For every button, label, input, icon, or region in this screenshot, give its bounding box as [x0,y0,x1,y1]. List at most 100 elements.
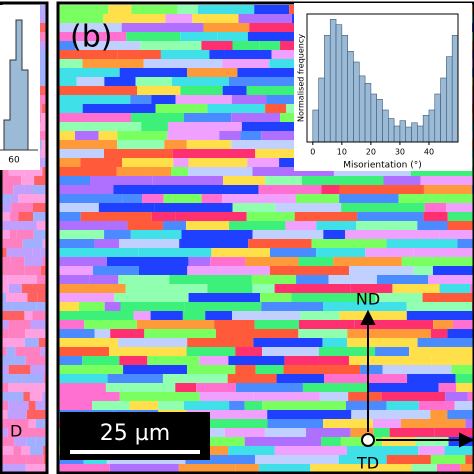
grain [348,356,432,365]
grain [248,239,312,248]
grain [42,5,47,14]
grain [392,284,440,293]
bar [417,125,424,143]
grain [232,203,276,212]
grain [252,167,334,176]
grain [205,311,233,320]
grain [21,374,44,383]
grain [149,167,172,176]
grain [295,194,340,203]
bar [312,109,319,143]
grain [59,176,91,185]
grain [452,320,473,329]
grain [42,392,47,401]
grain [167,131,220,140]
grain [0,194,11,203]
grain [109,464,179,473]
grain [59,140,118,149]
grain [183,437,245,446]
grain [323,230,346,239]
grain [294,212,358,221]
grain [345,401,387,410]
bar [405,126,412,143]
grain [151,95,176,104]
grain [259,41,281,50]
grain [25,356,47,365]
grain [188,167,253,176]
grain [136,320,215,329]
grain [267,410,352,419]
grain [13,446,21,455]
grain [84,320,137,329]
grain [261,131,287,140]
bar [335,24,343,143]
grain [38,338,47,347]
grain [386,401,419,410]
bar [370,93,377,143]
grain [0,230,10,239]
grain [338,455,387,464]
grain [348,266,414,275]
grain [39,41,47,50]
grain [339,194,399,203]
grain [215,329,299,338]
grain [129,401,159,410]
grain [32,284,47,293]
plot-frame [306,13,459,143]
axes-arrows [360,309,474,448]
grain [59,275,90,284]
grain [382,365,452,374]
grain [43,374,47,383]
grain [192,14,239,23]
grain [265,176,302,185]
grain [339,185,424,194]
bar [428,109,436,143]
grain [301,176,384,185]
grain [35,419,47,428]
grain [411,464,437,473]
grain [26,437,36,446]
grain [37,194,47,203]
x-tick-label: 0 [310,148,315,157]
grain [118,338,188,347]
grain [260,293,292,302]
grain [0,284,9,293]
grain [413,248,473,257]
grain [110,329,145,338]
grain [104,77,136,86]
grain [283,365,361,374]
grain [0,320,9,329]
grain [0,257,11,266]
grain [150,311,183,320]
x-tick-label: 30 [395,148,405,157]
grain [120,302,185,311]
grain [235,383,303,392]
grain [28,401,36,410]
grain [432,266,473,275]
grain [10,257,25,266]
grain [33,203,47,212]
grain [299,311,340,320]
grain [423,185,472,194]
grain [147,356,200,365]
grain [401,257,434,266]
grain [185,455,256,464]
grain [328,275,377,284]
grain [59,23,122,32]
grain [104,230,131,239]
grain [155,104,208,113]
x-tick-label: 10 [337,148,347,157]
grain [447,329,473,338]
grain [23,392,30,401]
grain [11,302,37,311]
bar [411,122,418,143]
grain [182,311,206,320]
grain [447,221,473,230]
grain [222,59,270,68]
grain [90,176,153,185]
grain [59,14,104,23]
grain [244,437,322,446]
grain [6,347,16,356]
grain [130,230,182,239]
grain [470,284,473,293]
